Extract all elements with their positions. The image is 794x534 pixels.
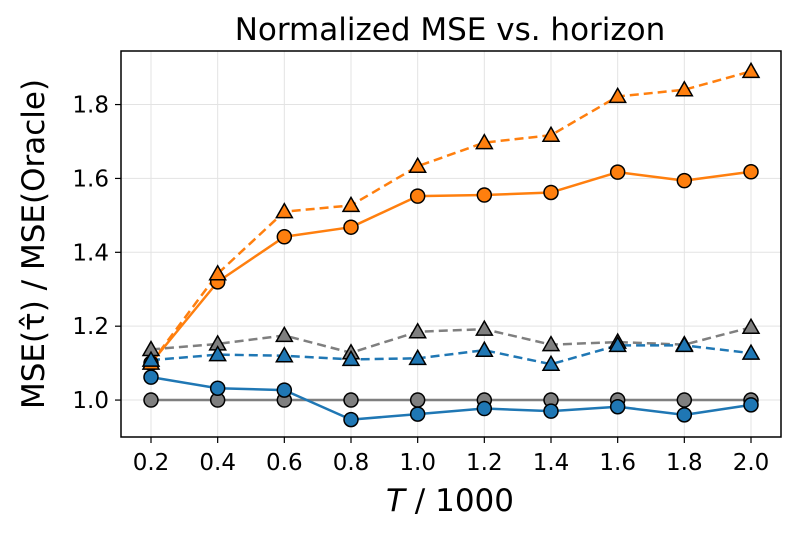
y-tick-label: 1.0 [72, 388, 109, 414]
y-axis: 1.0 1.2 1.4 1.6 1.8 [72, 93, 121, 414]
x-axis-label-variable: T [386, 483, 407, 519]
data-point-orange-triangle [741, 61, 761, 79]
x-tick-label: 1.0 [399, 450, 436, 476]
data-point-gray-triangle [408, 322, 427, 339]
data-point-gray-triangle [741, 317, 761, 335]
data-point-blue-triangle [541, 354, 561, 371]
y-tick-label: 1.4 [72, 240, 109, 266]
x-axis-label-rest: / 1000 [405, 483, 514, 519]
data-point-orange-circle [343, 219, 359, 235]
data-point-blue-triangle [741, 343, 761, 360]
data-point-blue-triangle [141, 350, 161, 367]
data-point-blue-triangle [341, 349, 361, 367]
y-axis-label: MSE(τ̂) / MSE(Oracle) [16, 79, 52, 409]
x-tick-label: 0.2 [133, 450, 170, 476]
data-point-blue-circle [609, 398, 626, 415]
y-tick-label: 1.2 [72, 314, 109, 340]
data-point-blue-triangle [675, 335, 694, 353]
data-point-orange-triangle [208, 264, 227, 281]
data-point-gray-circle [143, 392, 159, 408]
x-tick-label: 2.0 [733, 450, 770, 476]
data-point-orange-circle [676, 172, 693, 189]
data-point-blue-circle [409, 406, 426, 422]
data-point-blue-triangle [408, 348, 427, 366]
series-line-orange-triangle [149, 70, 752, 364]
data-point-blue-triangle [208, 345, 227, 362]
plot-frame [120, 50, 782, 438]
data-point-gray-circle [409, 392, 426, 408]
x-axis-label: T / 1000 [386, 483, 514, 519]
data-point-blue-circle [143, 369, 159, 385]
series-lines [149, 70, 752, 421]
y-tick-label: 1.6 [72, 166, 109, 192]
series-line-orange-circle [150, 170, 752, 364]
series-markers [141, 61, 761, 428]
data-point-blue-triangle [275, 346, 294, 363]
data-point-blue-circle [476, 400, 493, 417]
data-point-orange-triangle [341, 195, 361, 213]
data-point-orange-triangle [408, 156, 427, 173]
data-point-orange-triangle [475, 133, 494, 150]
x-tick-label: 0.4 [199, 450, 236, 476]
x-tick-label: 0.6 [266, 450, 303, 476]
data-point-orange-triangle [608, 86, 627, 104]
chart-title: Normalized MSE vs. horizon [235, 12, 666, 48]
x-axis: 0.2 0.4 0.6 0.8 1.0 1.2 1.4 1.6 1.8 2.0 [133, 437, 770, 476]
data-point-orange-triangle [275, 202, 294, 219]
data-point-blue-circle [543, 403, 559, 419]
data-point-blue-circle [209, 380, 226, 396]
data-point-gray-circle [343, 392, 359, 408]
series-line-gray-triangle [150, 326, 752, 355]
data-point-orange-circle [609, 164, 626, 180]
series-line-blue-triangle [150, 344, 752, 366]
data-point-blue-triangle [475, 340, 494, 357]
data-point-orange-circle [409, 188, 426, 204]
x-tick-label: 1.2 [466, 450, 503, 476]
data-point-orange-circle [743, 164, 759, 180]
x-tick-label: 0.8 [333, 450, 370, 476]
data-point-orange-circle [276, 229, 293, 245]
data-point-blue-circle [676, 407, 693, 423]
data-point-orange-triangle [541, 125, 561, 142]
x-tick-label: 1.8 [666, 450, 703, 476]
data-point-blue-circle [743, 397, 759, 413]
data-point-blue-triangle [608, 335, 627, 353]
x-tick-label: 1.6 [599, 450, 636, 476]
data-point-orange-circle [543, 184, 559, 201]
series-line-blue-circle [150, 375, 752, 421]
data-point-gray-circle [676, 392, 693, 408]
data-point-gray-triangle [475, 319, 494, 336]
data-point-blue-circle [276, 382, 293, 398]
data-point-gray-triangle [541, 335, 561, 352]
data-point-blue-circle [343, 411, 359, 428]
data-point-orange-circle [476, 187, 493, 203]
data-point-orange-triangle [675, 80, 694, 97]
y-tick-label: 1.8 [72, 93, 109, 119]
data-point-gray-triangle [275, 325, 294, 343]
x-tick-label: 1.4 [533, 450, 570, 476]
